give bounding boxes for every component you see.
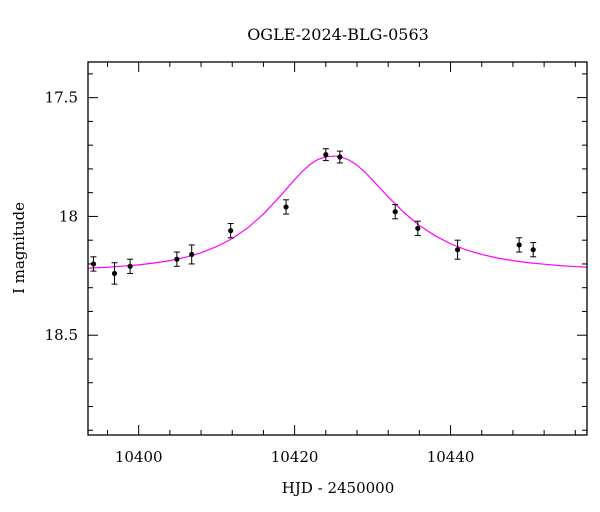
data-point bbox=[111, 262, 118, 285]
data-point bbox=[127, 258, 134, 274]
y-tick-label: 18.5 bbox=[45, 326, 78, 344]
data-point bbox=[516, 237, 523, 253]
point-marker bbox=[111, 270, 118, 277]
data-point bbox=[173, 251, 180, 267]
point-marker bbox=[323, 152, 329, 158]
y-tick-label: 17.5 bbox=[45, 89, 78, 107]
x-tick-label: 10440 bbox=[427, 448, 475, 466]
data-point bbox=[336, 150, 343, 164]
point-marker bbox=[228, 228, 234, 234]
point-marker bbox=[530, 247, 536, 253]
data-point bbox=[414, 220, 421, 236]
data-point bbox=[227, 223, 234, 239]
x-axis-label: HJD - 2450000 bbox=[282, 479, 395, 497]
model-layer bbox=[87, 155, 588, 269]
chart-title: OGLE-2024-BLG-0563 bbox=[247, 25, 429, 44]
point-marker bbox=[454, 247, 461, 253]
y-axis-label: I magnitude bbox=[10, 202, 28, 294]
point-marker bbox=[392, 209, 398, 215]
y-tick-label: 18 bbox=[59, 207, 78, 225]
axis-ticks bbox=[88, 62, 587, 435]
tick-labels: 10400 10420 10440 17.5 18 18.5 bbox=[45, 89, 475, 466]
plot-frame bbox=[87, 61, 588, 436]
point-marker bbox=[337, 154, 343, 160]
point-marker bbox=[90, 261, 97, 267]
data-point bbox=[188, 244, 195, 265]
data-point bbox=[392, 204, 399, 220]
model-curve bbox=[87, 155, 588, 269]
point-marker bbox=[415, 225, 421, 231]
point-marker bbox=[189, 251, 195, 258]
data-point bbox=[530, 242, 537, 258]
x-tick-label: 10400 bbox=[115, 448, 163, 466]
data-point bbox=[322, 148, 329, 162]
data-point bbox=[283, 199, 290, 215]
point-marker bbox=[174, 256, 180, 262]
data-points bbox=[90, 148, 537, 285]
point-marker bbox=[516, 242, 522, 248]
point-marker bbox=[283, 204, 289, 210]
point-marker bbox=[127, 263, 133, 269]
data-point bbox=[90, 256, 97, 272]
x-tick-label: 10420 bbox=[271, 448, 319, 466]
data-point bbox=[454, 239, 461, 260]
